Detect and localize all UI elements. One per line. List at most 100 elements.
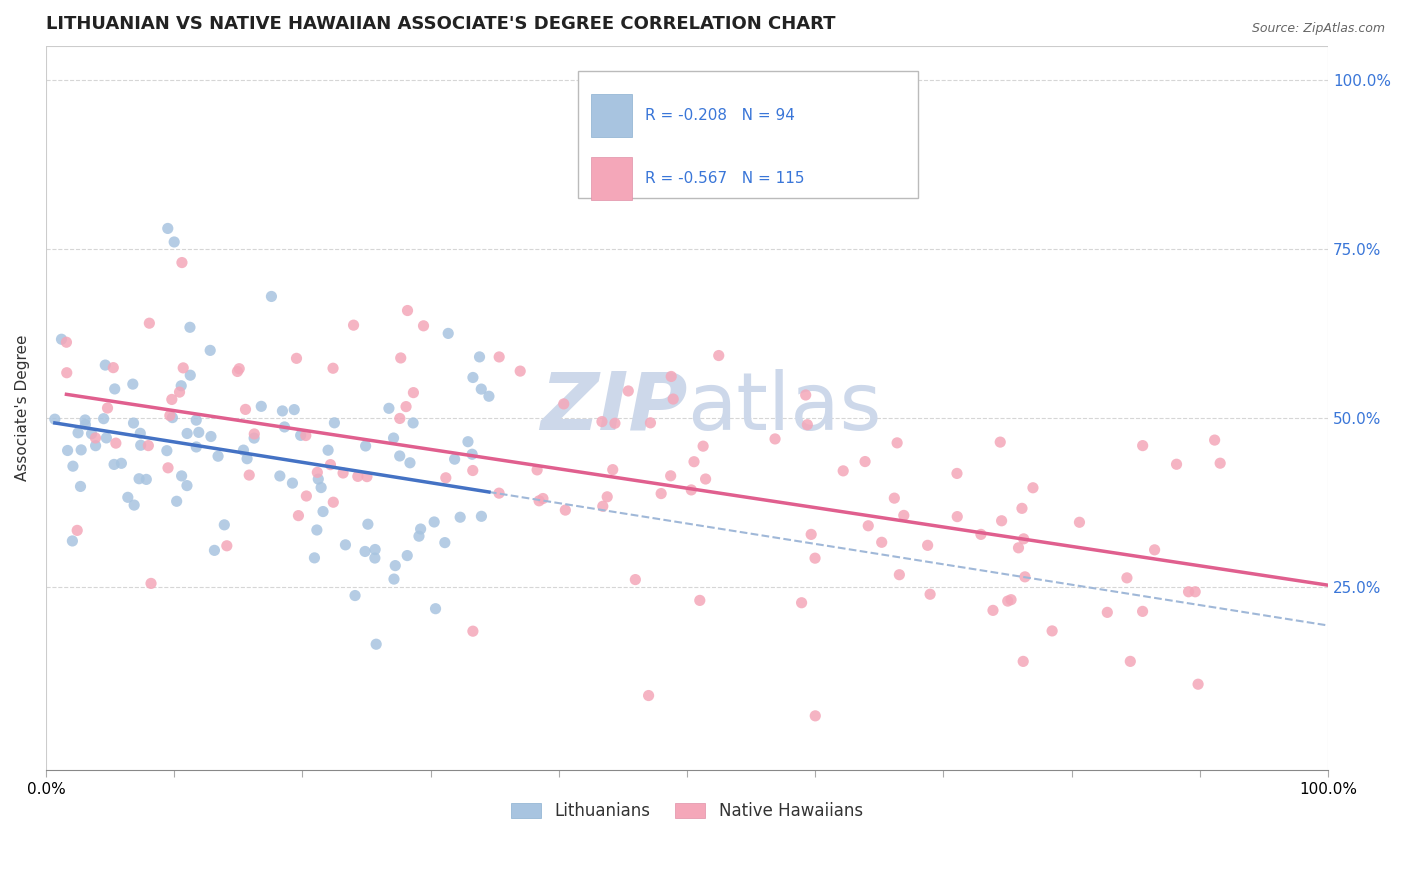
Point xyxy=(356,469,378,483)
Point xyxy=(853,454,876,468)
Point xyxy=(60,533,83,548)
Point xyxy=(681,483,703,497)
Point xyxy=(285,351,308,366)
Point xyxy=(96,431,118,445)
Point xyxy=(1012,532,1035,546)
Point xyxy=(399,456,422,470)
Point xyxy=(461,624,484,639)
Point xyxy=(1132,604,1154,618)
Point xyxy=(156,443,179,458)
Point xyxy=(228,361,250,376)
Point xyxy=(1209,456,1232,470)
Point xyxy=(121,377,143,392)
Point xyxy=(388,449,411,463)
Point xyxy=(55,335,77,350)
Point xyxy=(378,401,401,416)
Point xyxy=(70,442,93,457)
Point xyxy=(478,389,501,403)
Point xyxy=(75,413,97,427)
Point xyxy=(94,358,117,372)
Point xyxy=(1204,433,1226,447)
Point xyxy=(1143,542,1166,557)
Point xyxy=(215,539,238,553)
Point xyxy=(526,463,548,477)
Point xyxy=(1097,606,1119,620)
Point xyxy=(176,478,198,492)
Point xyxy=(305,523,328,537)
Point xyxy=(650,486,672,500)
Text: R = -0.208   N = 94: R = -0.208 N = 94 xyxy=(645,108,794,123)
FancyBboxPatch shape xyxy=(578,71,918,198)
Point xyxy=(1000,592,1022,607)
Point xyxy=(93,411,115,425)
Point xyxy=(69,479,91,493)
Point xyxy=(323,416,346,430)
Point xyxy=(886,435,908,450)
Point xyxy=(260,289,283,303)
Point xyxy=(342,318,364,333)
Point xyxy=(207,449,229,463)
Point xyxy=(238,468,260,483)
Point xyxy=(437,326,460,341)
Point xyxy=(1011,501,1033,516)
Point xyxy=(889,567,911,582)
Point xyxy=(170,255,193,269)
Point xyxy=(122,498,145,512)
Point xyxy=(138,439,160,453)
Point xyxy=(347,469,370,483)
Point xyxy=(531,491,554,506)
Point xyxy=(283,402,305,417)
Point xyxy=(461,370,484,384)
Point xyxy=(640,416,662,430)
Point xyxy=(160,392,183,407)
Point xyxy=(129,438,152,452)
Point xyxy=(893,508,915,523)
Point xyxy=(637,689,659,703)
Point xyxy=(287,508,309,523)
Point xyxy=(389,351,412,365)
Point xyxy=(409,522,432,536)
Point xyxy=(269,469,291,483)
Point xyxy=(1187,677,1209,691)
Text: atlas: atlas xyxy=(688,368,882,447)
Y-axis label: Associate's Degree: Associate's Degree xyxy=(15,334,30,481)
Point xyxy=(364,551,387,566)
Point xyxy=(790,596,813,610)
Point xyxy=(117,491,139,505)
Point xyxy=(179,368,201,383)
Point xyxy=(1132,439,1154,453)
Point xyxy=(695,472,717,486)
Point xyxy=(96,401,118,415)
Point xyxy=(796,417,818,432)
Point xyxy=(382,572,405,586)
Point xyxy=(384,558,406,573)
Point xyxy=(920,587,942,601)
Point xyxy=(235,402,257,417)
Point xyxy=(204,543,226,558)
Point xyxy=(990,514,1012,528)
Point xyxy=(122,416,145,430)
Point xyxy=(84,431,107,445)
Point xyxy=(602,463,624,477)
Point xyxy=(388,411,411,425)
Point xyxy=(434,471,457,485)
Point xyxy=(319,458,342,472)
Point xyxy=(51,332,73,346)
Point xyxy=(156,221,179,235)
Point xyxy=(84,439,107,453)
Point xyxy=(80,426,103,441)
Point xyxy=(198,343,221,358)
Point xyxy=(236,451,259,466)
Point xyxy=(553,397,575,411)
Point xyxy=(129,426,152,441)
Point xyxy=(382,431,405,445)
Point xyxy=(457,434,479,449)
Point xyxy=(970,527,993,541)
Point xyxy=(402,416,425,430)
Point xyxy=(946,467,969,481)
Text: ZIP: ZIP xyxy=(540,368,688,447)
Point xyxy=(870,535,893,549)
Point xyxy=(423,515,446,529)
Point xyxy=(357,517,380,532)
Point xyxy=(335,538,357,552)
